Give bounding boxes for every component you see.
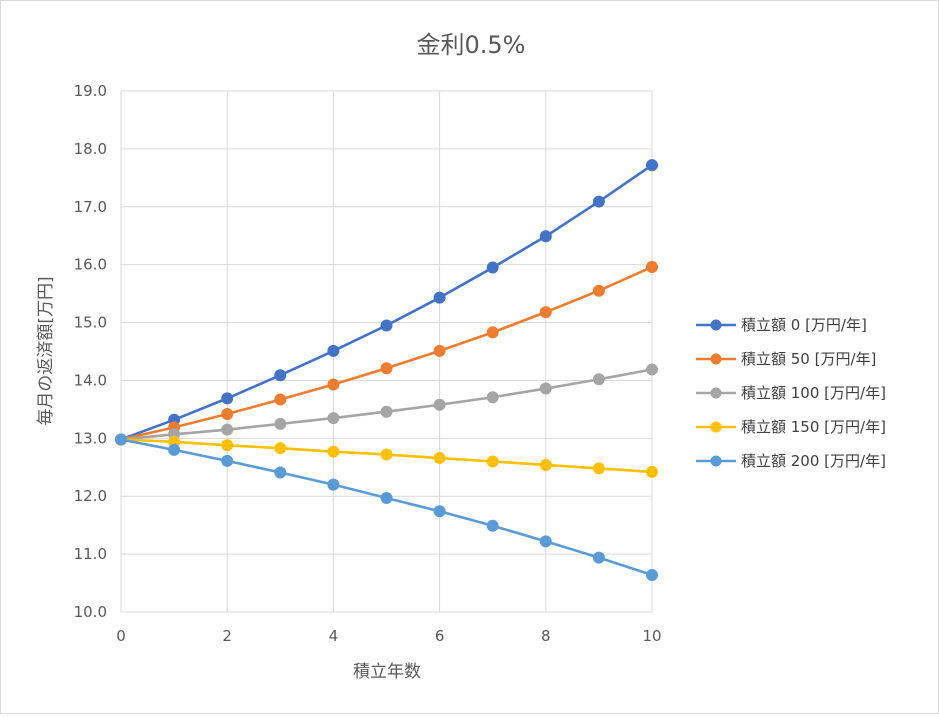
data-point xyxy=(221,392,234,405)
data-point xyxy=(327,412,340,425)
y-tick-label: 16.0 xyxy=(74,256,107,274)
y-tick-label: 11.0 xyxy=(74,545,107,563)
y-axis-title: 毎月の返済額[万円] xyxy=(36,276,56,425)
gridlines xyxy=(120,90,653,613)
x-tick-label: 8 xyxy=(541,627,551,645)
legend-label: 積立額 200 [万円/年] xyxy=(741,452,886,470)
y-tick-label: 14.0 xyxy=(74,371,107,389)
data-point xyxy=(433,344,446,357)
y-tick-label: 19.0 xyxy=(74,82,107,100)
data-point xyxy=(274,466,287,479)
data-point xyxy=(539,382,552,395)
series-0 xyxy=(115,159,658,446)
y-tick-label: 10.0 xyxy=(74,603,107,621)
data-point xyxy=(380,362,393,375)
x-tick-label: 2 xyxy=(222,627,232,645)
data-point xyxy=(221,454,234,467)
data-point xyxy=(592,284,605,297)
data-point xyxy=(646,159,658,172)
data-point xyxy=(646,260,658,273)
data-point xyxy=(274,393,287,406)
legend: 積立額 0 [万円/年] 積立額 50 [万円/年] 積立額 100 [万円/年] 積… xyxy=(696,316,886,470)
data-point xyxy=(433,505,446,518)
y-axis-ticks: 10.0 11.0 12.0 13.0 14.0 15.0 16.0 17.0 18.0 19.0 xyxy=(74,82,107,621)
legend-item: 積立額 100 [万円/年] xyxy=(696,384,886,402)
data-point xyxy=(486,455,499,468)
data-point xyxy=(592,462,605,475)
legend-marker xyxy=(710,455,722,467)
y-tick-label: 15.0 xyxy=(74,314,107,332)
data-point xyxy=(433,452,446,465)
x-tick-label: 0 xyxy=(116,627,126,645)
data-point xyxy=(380,491,393,504)
data-point xyxy=(274,417,287,430)
legend-marker xyxy=(710,353,722,365)
y-tick-label: 12.0 xyxy=(74,487,107,505)
data-point xyxy=(646,363,658,376)
data-point xyxy=(327,478,340,491)
data-point xyxy=(221,423,234,436)
chart-title: 金利0.5% xyxy=(417,31,526,59)
data-point xyxy=(380,405,393,418)
data-point xyxy=(592,373,605,386)
data-point xyxy=(486,391,499,404)
legend-label: 積立額 150 [万円/年] xyxy=(741,418,886,436)
data-point xyxy=(115,433,127,446)
legend-item: 積立額 50 [万円/年] xyxy=(696,350,876,368)
series-3 xyxy=(115,433,658,478)
data-point xyxy=(380,319,393,332)
series-4 xyxy=(115,433,658,581)
y-tick-label: 13.0 xyxy=(74,429,107,447)
series-2 xyxy=(115,363,658,446)
data-point xyxy=(486,326,499,339)
legend-label: 積立額 0 [万円/年] xyxy=(741,316,867,334)
legend-item: 積立額 150 [万円/年] xyxy=(696,418,886,436)
series-layer xyxy=(115,159,658,581)
x-tick-label: 10 xyxy=(642,627,661,645)
data-point xyxy=(380,448,393,461)
x-axis-ticks: 0 2 4 6 8 10 xyxy=(116,627,661,645)
data-point xyxy=(592,551,605,564)
data-point xyxy=(221,408,234,421)
data-point xyxy=(327,378,340,391)
y-tick-label: 18.0 xyxy=(74,140,107,158)
data-point xyxy=(539,535,552,548)
data-point xyxy=(539,306,552,319)
data-point xyxy=(646,465,658,478)
data-point xyxy=(274,369,287,382)
data-point xyxy=(274,442,287,455)
data-point xyxy=(221,439,234,452)
y-tick-label: 17.0 xyxy=(74,198,107,216)
legend-marker xyxy=(710,319,722,331)
data-point xyxy=(539,230,552,243)
data-point xyxy=(433,291,446,304)
legend-item: 積立額 200 [万円/年] xyxy=(696,452,886,470)
legend-label: 積立額 100 [万円/年] xyxy=(741,384,886,402)
data-point xyxy=(486,519,499,532)
data-point xyxy=(646,568,658,581)
data-point xyxy=(539,458,552,471)
x-tick-label: 6 xyxy=(435,627,445,645)
data-point xyxy=(433,398,446,411)
legend-label: 積立額 50 [万円/年] xyxy=(741,350,876,368)
legend-item: 積立額 0 [万円/年] xyxy=(696,316,867,334)
legend-marker xyxy=(710,421,722,433)
data-point xyxy=(592,195,605,208)
data-point xyxy=(168,443,181,456)
data-point xyxy=(486,261,499,274)
x-tick-label: 4 xyxy=(329,627,339,645)
x-axis-title: 積立年数 xyxy=(353,662,421,682)
data-point xyxy=(327,445,340,458)
data-point xyxy=(327,344,340,357)
legend-marker xyxy=(710,387,722,399)
